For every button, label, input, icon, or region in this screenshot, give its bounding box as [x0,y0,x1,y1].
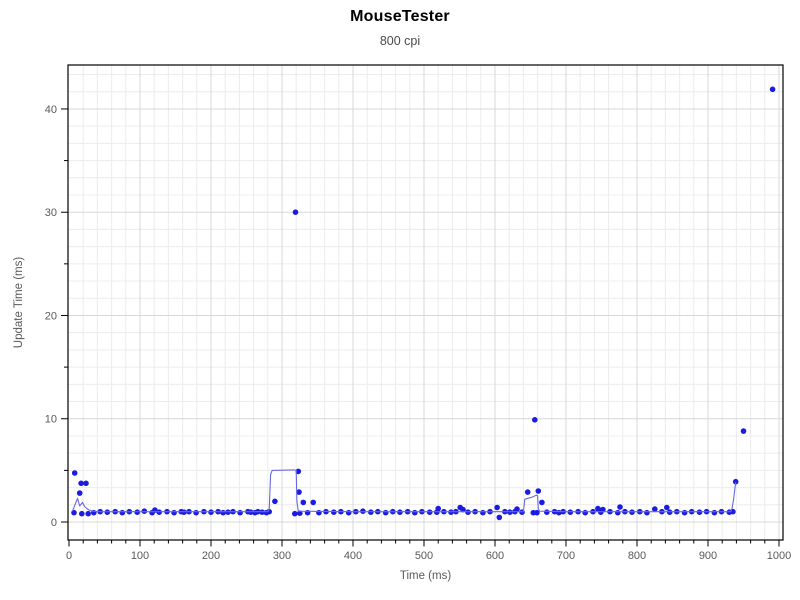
data-point [295,468,302,475]
y-axis-title: Update Time (ms) [13,257,25,349]
data-point [435,505,442,512]
data-point [532,417,538,423]
data-point [316,509,322,516]
y-tick-label: 30 [45,207,57,219]
x-tick-label: 1000 [767,550,791,562]
data-point [539,499,545,506]
data-point [615,509,621,516]
x-tick-label: 0 [66,550,72,562]
data-point [266,508,273,515]
data-point [71,509,77,516]
data-point [300,499,307,506]
data-point [732,478,739,485]
data-point [220,509,226,516]
data-point [494,504,500,511]
x-axis-title: Time (ms) [400,570,451,582]
data-point [171,509,177,516]
data-point [119,509,126,516]
data-point [644,509,650,516]
data-point [78,480,84,487]
x-tick-label: 500 [415,550,433,562]
data-point [664,504,670,511]
x-tick-label: 600 [486,550,504,562]
data-point [412,509,418,516]
data-point [292,209,299,215]
data-point [582,509,588,516]
y-tick-label: 20 [45,310,57,322]
data-point [514,506,520,512]
y-tick-label: 40 [45,104,57,116]
x-tick-label: 300 [273,550,291,562]
data-point [769,86,776,93]
data-point [740,428,747,434]
data-point [85,510,91,517]
x-tick-label: 800 [628,550,646,562]
chart-title: MouseTester [350,8,450,25]
x-tick-label: 100 [131,550,149,562]
data-point [496,514,503,521]
data-point [382,509,389,516]
x-tick-label: 400 [344,550,362,562]
data-point [535,488,542,494]
data-point [310,499,317,506]
data-point [711,509,718,516]
chart-subtitle: 800 cpi [379,34,421,48]
data-point [331,509,337,515]
data-point [296,489,302,495]
data-point [617,504,623,510]
data-point [524,489,531,495]
data-point [480,509,486,516]
data-point [76,490,83,496]
trend-line [71,469,737,513]
data-point [237,509,243,516]
data-point [460,506,466,513]
data-point [600,506,606,513]
data-point [83,480,89,487]
data-point [544,509,550,515]
x-tick-label: 700 [557,550,575,562]
data-point [652,506,658,512]
data-point [345,509,352,516]
x-tick-label: 900 [699,550,717,562]
data-point [534,509,540,516]
data-point [297,510,303,516]
data-point [272,498,278,505]
y-tick-label: 10 [45,414,57,426]
data-point [292,510,298,517]
data-point [681,509,688,516]
y-tick-label: 0 [51,517,57,529]
x-tick-label: 200 [202,550,220,562]
data-point [193,509,199,516]
data-point [79,510,85,517]
data-point [71,470,78,476]
